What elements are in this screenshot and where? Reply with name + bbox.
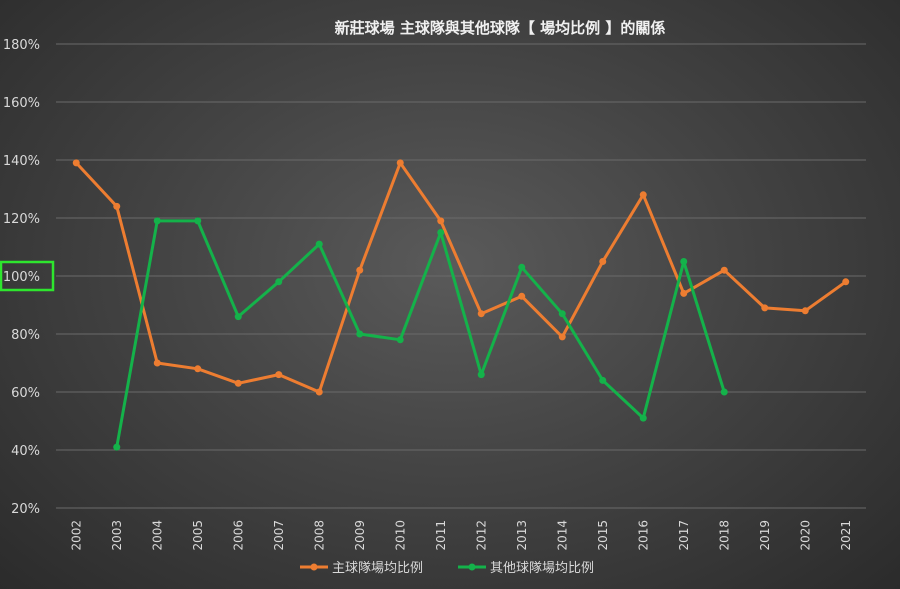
data-point: [558, 333, 566, 341]
legend-label: 主球隊場均比例: [332, 560, 423, 576]
y-tick-label: 20%: [11, 502, 40, 517]
x-tick-label: 2010: [393, 520, 407, 551]
data-point: [396, 159, 404, 167]
x-tick-label: 2015: [596, 520, 610, 551]
data-point: [801, 307, 809, 315]
data-point: [153, 359, 161, 367]
y-tick-label: 80%: [11, 328, 40, 343]
data-point: [518, 292, 526, 300]
data-point: [275, 371, 283, 379]
grid-lines: [56, 43, 866, 509]
x-tick-label: 2002: [69, 520, 83, 551]
y-tick-label: 180%: [3, 38, 40, 53]
series-line: [75, 161, 847, 394]
x-tick-label: 2013: [515, 520, 529, 551]
series-1: [72, 159, 850, 396]
data-point: [720, 266, 728, 274]
x-tick-label: 2006: [231, 520, 245, 551]
data-point: [275, 278, 283, 286]
x-tick-label: 2014: [555, 520, 569, 551]
data-point: [720, 388, 728, 396]
x-tick-label: 2007: [272, 520, 286, 551]
series-line: [115, 219, 726, 448]
y-tick-label: 160%: [3, 96, 40, 111]
data-point: [599, 258, 607, 265]
data-point: [356, 266, 364, 274]
x-tick-label: 2021: [839, 520, 853, 551]
data-point: [599, 376, 607, 384]
data-point: [234, 313, 242, 321]
data-point: [315, 388, 323, 396]
data-point: [437, 217, 445, 225]
legend-marker: [310, 563, 318, 571]
legend-label: 其他球隊場均比例: [490, 560, 594, 576]
x-axis: 2002 2003 2004 2005 2006 2007 2008 2009 2010 2011…: [69, 520, 853, 551]
y-tick-label: 100%: [3, 270, 40, 285]
data-point: [396, 336, 404, 344]
data-point: [680, 258, 688, 265]
x-tick-label: 2004: [150, 520, 164, 551]
chart-title: 新莊球場 主球隊與其他球隊【 場均比例 】的關係: [335, 19, 666, 37]
data-point: [315, 240, 323, 248]
x-tick-label: 2017: [677, 520, 691, 551]
series-group: [72, 159, 850, 451]
x-tick-label: 2016: [636, 520, 650, 551]
y-tick-label: 40%: [11, 444, 40, 459]
data-point: [477, 371, 485, 379]
data-point: [639, 414, 647, 422]
data-point: [194, 365, 202, 373]
data-point: [518, 263, 526, 271]
series-2: [113, 217, 728, 451]
data-point: [194, 217, 202, 225]
data-point: [113, 443, 121, 451]
y-tick-label: 120%: [3, 212, 40, 227]
y-tick-label: 60%: [11, 386, 40, 401]
x-tick-label: 2008: [312, 520, 326, 551]
x-tick-label: 2012: [474, 520, 488, 551]
data-point: [639, 191, 647, 199]
x-tick-label: 2019: [758, 520, 772, 551]
data-point: [234, 379, 242, 387]
data-point: [153, 217, 161, 225]
legend: 主球隊場均比例 其他球隊場均比例: [300, 560, 594, 576]
x-tick-label: 2005: [191, 520, 205, 551]
data-point: [477, 310, 485, 318]
x-tick-label: 2011: [434, 520, 448, 551]
data-point: [437, 229, 445, 236]
x-tick-label: 2020: [798, 520, 812, 551]
x-tick-label: 2003: [110, 520, 124, 551]
x-tick-label: 2009: [353, 520, 367, 551]
data-point: [72, 159, 80, 167]
data-point: [356, 330, 364, 338]
data-point: [113, 202, 121, 210]
data-point: [558, 310, 566, 318]
y-tick-label: 140%: [3, 154, 40, 169]
data-point: [680, 289, 688, 297]
data-point: [842, 278, 850, 286]
legend-marker: [468, 563, 476, 571]
x-tick-label: 2018: [717, 520, 731, 551]
highlight-box: [0, 260, 55, 292]
y-axis: 20% 40% 60% 80% 100% 120% 140% 160% 180%: [0, 38, 55, 517]
data-point: [761, 304, 769, 312]
